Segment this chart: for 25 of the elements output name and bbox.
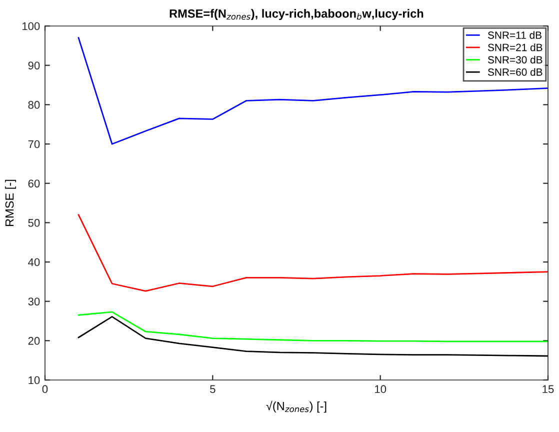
x-tick-label: 5 bbox=[210, 385, 216, 394]
y-tick-label: 60 bbox=[28, 180, 40, 188]
y-tick-label: 50 bbox=[28, 218, 40, 227]
x-tick-label: 10 bbox=[375, 385, 386, 394]
y-tick-label: 10 bbox=[28, 376, 40, 384]
line-series bbox=[78, 214, 548, 292]
y-tick-label: 80 bbox=[28, 100, 40, 109]
legend-label: SNR=30 dB bbox=[488, 56, 542, 64]
x-tick-label: 0 bbox=[42, 385, 48, 394]
x-tick-label: 15 bbox=[542, 385, 554, 394]
y-tick-label: 70 bbox=[28, 140, 40, 148]
y-tick-label: 90 bbox=[28, 62, 40, 70]
line-series bbox=[78, 311, 548, 342]
y-axis-title: RMSE [-] bbox=[5, 180, 16, 226]
y-tick-label: 40 bbox=[28, 258, 40, 266]
legend-label: SNR=11 dB bbox=[488, 31, 542, 39]
line-series bbox=[78, 316, 548, 357]
line-series bbox=[78, 37, 548, 145]
x-axis-title: √(N$_{zones}$) [-] bbox=[266, 400, 326, 413]
legend-label: SNR=60 dB bbox=[488, 68, 542, 76]
legend-label: SNR=21 dB bbox=[488, 44, 542, 52]
y-tick-label: 100 bbox=[22, 22, 40, 30]
y-tick-label: 30 bbox=[28, 298, 40, 306]
y-tick-label: 20 bbox=[28, 336, 40, 345]
chart-title: RMSE=f(N$_{zones}$), lucy-rich,baboon$_{b}$w,lucy-rich bbox=[170, 9, 424, 20]
